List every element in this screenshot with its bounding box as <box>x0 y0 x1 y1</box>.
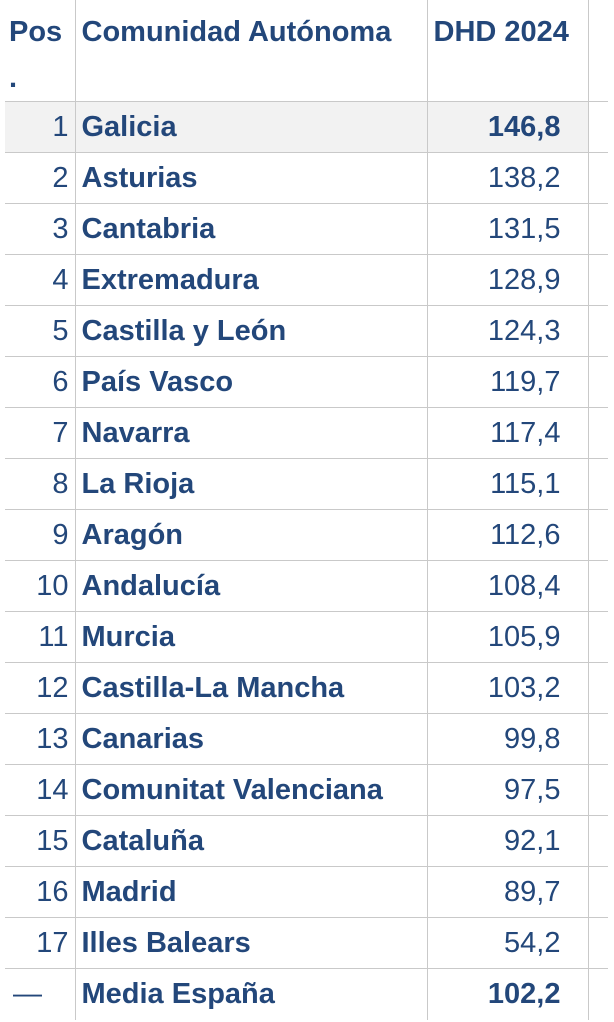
table-row: 5 Castilla y León 124,3 <box>5 305 608 357</box>
community-cell: Illes Balears <box>74 917 428 969</box>
empty-cell <box>587 713 608 765</box>
community-cell: Canarias <box>74 713 428 765</box>
rank-cell: 5 <box>5 305 76 357</box>
value-cell: 117,4 <box>426 407 589 459</box>
rank-cell: 11 <box>5 611 76 663</box>
value-cell: 102,2 <box>426 968 589 1020</box>
empty-cell <box>587 662 608 714</box>
table-row: 11 Murcia 105,9 <box>5 611 608 663</box>
empty-cell <box>587 152 608 204</box>
table-row: 8 La Rioja 115,1 <box>5 458 608 510</box>
table-row: 14 Comunitat Valenciana 97,5 <box>5 764 608 816</box>
empty-cell <box>587 356 608 408</box>
table-row: 12 Castilla-La Mancha 103,2 <box>5 662 608 714</box>
community-cell: País Vasco <box>74 356 428 408</box>
value-cell: 105,9 <box>426 611 589 663</box>
header-value: DHD 2024 <box>426 0 589 102</box>
rank-cell: 13 <box>5 713 76 765</box>
header-empty <box>587 0 608 102</box>
value-cell: 92,1 <box>426 815 589 867</box>
community-cell: Cataluña <box>74 815 428 867</box>
value-cell: 108,4 <box>426 560 589 612</box>
table-row: 4 Extremadura 128,9 <box>5 254 608 306</box>
value-cell: 131,5 <box>426 203 589 255</box>
rank-cell: 14 <box>5 764 76 816</box>
rank-cell: 17 <box>5 917 76 969</box>
empty-cell <box>587 917 608 969</box>
community-cell: Extremadura <box>74 254 428 306</box>
rank-cell: 9 <box>5 509 76 561</box>
rank-cell: 12 <box>5 662 76 714</box>
value-cell: 115,1 <box>426 458 589 510</box>
rank-cell: 16 <box>5 866 76 918</box>
value-cell: 97,5 <box>426 764 589 816</box>
rank-cell: — <box>5 968 76 1020</box>
community-cell: Cantabria <box>74 203 428 255</box>
value-cell: 128,9 <box>426 254 589 306</box>
empty-cell <box>587 203 608 255</box>
community-cell: Comunitat Valenciana <box>74 764 428 816</box>
empty-cell <box>587 560 608 612</box>
value-cell: 112,6 <box>426 509 589 561</box>
table-row: 10 Andalucía 108,4 <box>5 560 608 612</box>
average-row: — Media España 102,2 <box>5 968 608 1020</box>
table-row: 17 Illes Balears 54,2 <box>5 917 608 969</box>
header-community: Comunidad Autónoma <box>74 0 428 102</box>
value-cell: 89,7 <box>426 866 589 918</box>
empty-cell <box>587 305 608 357</box>
community-cell: Asturias <box>74 152 428 204</box>
rank-cell: 8 <box>5 458 76 510</box>
community-cell: Aragón <box>74 509 428 561</box>
table-row: 9 Aragón 112,6 <box>5 509 608 561</box>
rank-cell: 1 <box>5 101 76 153</box>
empty-cell <box>587 101 608 153</box>
empty-cell <box>587 866 608 918</box>
empty-cell <box>587 968 608 1020</box>
empty-cell <box>587 254 608 306</box>
empty-cell <box>587 407 608 459</box>
table-row: 3 Cantabria 131,5 <box>5 203 608 255</box>
empty-cell <box>587 458 608 510</box>
header-row: Pos . Comunidad Autónoma DHD 2024 <box>5 0 608 102</box>
rank-cell: 6 <box>5 356 76 408</box>
community-cell: Media España <box>74 968 428 1020</box>
community-cell: Navarra <box>74 407 428 459</box>
ranking-table: Pos . Comunidad Autónoma DHD 2024 1 Galic… <box>5 0 608 1020</box>
table-row: 1 Galicia 146,8 <box>5 101 608 153</box>
value-cell: 99,8 <box>426 713 589 765</box>
empty-cell <box>587 611 608 663</box>
table-row: 15 Cataluña 92,1 <box>5 815 608 867</box>
community-cell: La Rioja <box>74 458 428 510</box>
header-pos: Pos . <box>5 0 76 102</box>
table-row: 2 Asturias 138,2 <box>5 152 608 204</box>
rank-cell: 3 <box>5 203 76 255</box>
rank-cell: 4 <box>5 254 76 306</box>
community-cell: Galicia <box>74 101 428 153</box>
rank-cell: 15 <box>5 815 76 867</box>
table-row: 13 Canarias 99,8 <box>5 713 608 765</box>
rank-cell: 10 <box>5 560 76 612</box>
empty-cell <box>587 764 608 816</box>
table-row: 7 Navarra 117,4 <box>5 407 608 459</box>
value-cell: 138,2 <box>426 152 589 204</box>
rank-cell: 7 <box>5 407 76 459</box>
value-cell: 54,2 <box>426 917 589 969</box>
community-cell: Castilla-La Mancha <box>74 662 428 714</box>
value-cell: 119,7 <box>426 356 589 408</box>
community-cell: Andalucía <box>74 560 428 612</box>
value-cell: 124,3 <box>426 305 589 357</box>
empty-cell <box>587 815 608 867</box>
empty-cell <box>587 509 608 561</box>
table-row: 6 País Vasco 119,7 <box>5 356 608 408</box>
value-cell: 146,8 <box>426 101 589 153</box>
community-cell: Castilla y León <box>74 305 428 357</box>
rank-cell: 2 <box>5 152 76 204</box>
table-row: 16 Madrid 89,7 <box>5 866 608 918</box>
community-cell: Murcia <box>74 611 428 663</box>
value-cell: 103,2 <box>426 662 589 714</box>
community-cell: Madrid <box>74 866 428 918</box>
